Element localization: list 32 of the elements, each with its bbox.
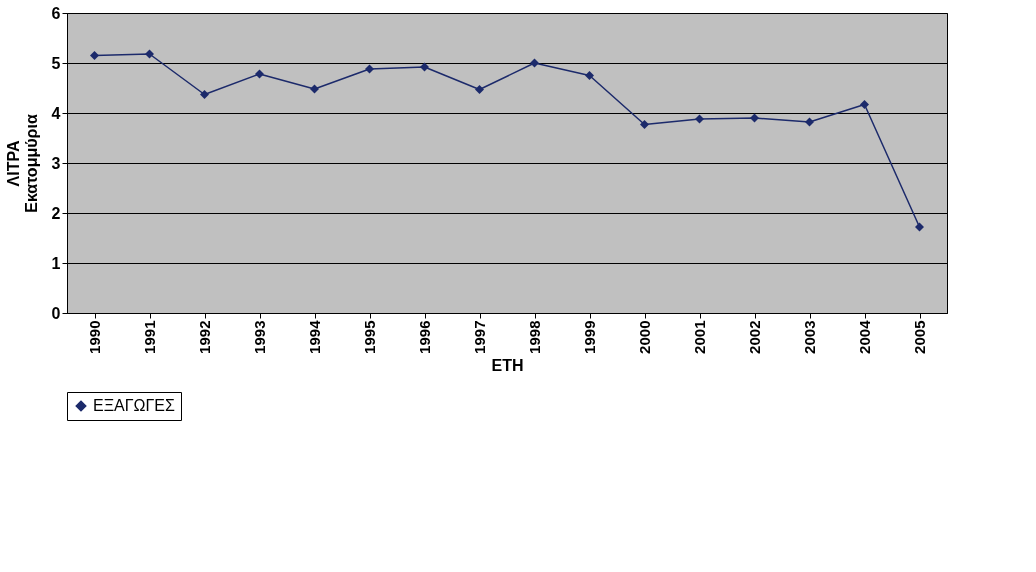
- x-tick-label: 1995: [361, 320, 378, 354]
- x-tick-label: 1999: [581, 320, 598, 354]
- x-tick-label: 1996: [416, 320, 433, 354]
- x-tick-label: 1998: [526, 320, 543, 354]
- x-tick-label: 2003: [801, 320, 818, 354]
- x-axis-title: ΕΤΗ: [491, 356, 524, 374]
- point: [200, 90, 209, 99]
- y-tick-label: 3: [51, 154, 61, 172]
- x-tick-label: 1990: [86, 320, 103, 354]
- legend-label: ΕΞΑΓΩΓΕΣ: [93, 397, 175, 414]
- x-tick-label: 2004: [856, 319, 873, 354]
- x-tick-label: 1997: [471, 320, 488, 354]
- point: [475, 85, 484, 94]
- point: [860, 100, 869, 109]
- x-tick-label: 1993: [251, 320, 268, 354]
- x-tick-label: 2000: [636, 320, 653, 354]
- x-tick-label: 2002: [746, 320, 763, 354]
- y-axis-title: ΛΙΤΡΑ Εκατομμύρια: [4, 114, 40, 213]
- y-tick-label: 2: [51, 204, 61, 222]
- y-tick-label: 4: [51, 104, 61, 122]
- point: [90, 51, 99, 60]
- y-tick-label: 1: [51, 254, 61, 272]
- x-tick-label: 1992: [196, 320, 213, 354]
- point: [585, 71, 594, 80]
- x-tick-label: 2005: [911, 320, 928, 354]
- x-tick-label: 1994: [306, 319, 323, 354]
- y-tick-label: 6: [51, 4, 61, 22]
- x-tick-label: 2001: [691, 320, 708, 354]
- y-tick-label: 0: [51, 304, 61, 322]
- point: [640, 120, 649, 129]
- x-tick-label: 1991: [141, 320, 158, 354]
- y-tick-label: 5: [51, 54, 61, 72]
